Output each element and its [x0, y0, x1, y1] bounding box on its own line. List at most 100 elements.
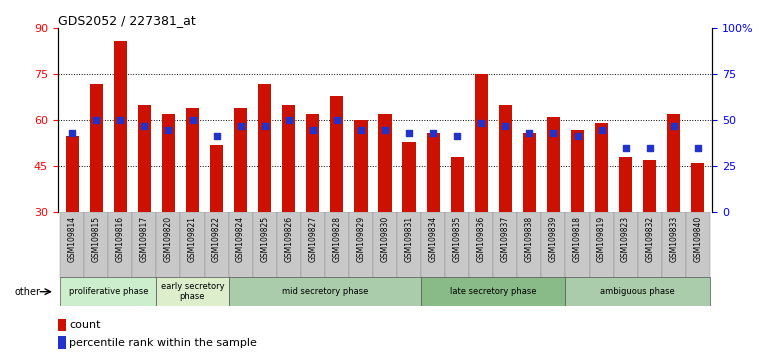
Point [379, 127, 391, 132]
Bar [325, 212, 349, 278]
Point [595, 127, 608, 132]
Bar [156, 212, 180, 278]
Text: GSM109820: GSM109820 [164, 216, 173, 262]
Bar [614, 212, 638, 278]
Bar [565, 212, 590, 278]
Bar [445, 212, 469, 278]
Bar [234, 108, 247, 304]
Bar [450, 157, 464, 304]
Bar [138, 105, 151, 304]
Text: GSM109821: GSM109821 [188, 216, 197, 262]
Bar [494, 212, 517, 278]
Point [475, 121, 487, 126]
Text: mid secretory phase: mid secretory phase [282, 287, 368, 296]
Point [162, 127, 175, 132]
Text: GSM109826: GSM109826 [284, 216, 293, 262]
Text: GSM109837: GSM109837 [500, 216, 510, 262]
Bar [469, 212, 494, 278]
Text: GSM109822: GSM109822 [212, 216, 221, 262]
Point [524, 130, 536, 136]
Bar [180, 212, 205, 278]
Bar [186, 108, 199, 304]
Text: proliferative phase: proliferative phase [69, 287, 148, 296]
Point [186, 118, 199, 123]
Bar [205, 212, 229, 278]
Bar [643, 160, 656, 304]
Text: other: other [15, 287, 41, 297]
Bar [638, 212, 661, 278]
Text: GSM109815: GSM109815 [92, 216, 101, 262]
Bar [378, 114, 392, 304]
Text: GSM109840: GSM109840 [693, 216, 702, 262]
Bar [84, 212, 109, 278]
Bar [114, 41, 127, 304]
Point [139, 124, 151, 129]
Text: GSM109836: GSM109836 [477, 216, 486, 262]
Point [114, 118, 126, 123]
Bar [397, 212, 421, 278]
Bar [229, 277, 421, 306]
Bar [210, 145, 223, 304]
Bar [373, 212, 397, 278]
Text: GSM109830: GSM109830 [380, 216, 390, 262]
Bar [571, 130, 584, 304]
Text: GSM109831: GSM109831 [404, 216, 413, 262]
Bar [691, 163, 705, 304]
Point [571, 133, 584, 138]
Point [644, 145, 656, 151]
Text: GSM109827: GSM109827 [308, 216, 317, 262]
Text: count: count [69, 320, 101, 330]
Bar [276, 212, 301, 278]
Bar [229, 212, 253, 278]
Text: early secretory
phase: early secretory phase [161, 282, 224, 301]
Bar [661, 212, 686, 278]
Bar [306, 114, 320, 304]
Bar [354, 120, 367, 304]
Text: GSM109816: GSM109816 [116, 216, 125, 262]
Text: GSM109835: GSM109835 [453, 216, 462, 262]
Bar [258, 84, 271, 304]
Bar [595, 124, 608, 304]
Point [259, 124, 271, 129]
Bar [421, 277, 565, 306]
Text: GSM109819: GSM109819 [597, 216, 606, 262]
Text: GSM109825: GSM109825 [260, 216, 269, 262]
Bar [282, 105, 296, 304]
Text: GDS2052 / 227381_at: GDS2052 / 227381_at [58, 14, 196, 27]
Bar [590, 212, 614, 278]
Bar [109, 212, 132, 278]
Point [547, 130, 560, 136]
Bar [89, 84, 103, 304]
Bar [60, 212, 84, 278]
Text: GSM109838: GSM109838 [525, 216, 534, 262]
Bar [253, 212, 276, 278]
Bar [421, 212, 445, 278]
Text: GSM109817: GSM109817 [140, 216, 149, 262]
Bar [565, 277, 710, 306]
Point [355, 127, 367, 132]
Text: GSM109833: GSM109833 [669, 216, 678, 262]
Point [66, 130, 79, 136]
Point [668, 124, 680, 129]
Point [691, 145, 704, 151]
Bar [517, 212, 541, 278]
Bar [499, 105, 512, 304]
Text: late secretory phase: late secretory phase [450, 287, 537, 296]
Point [210, 133, 223, 138]
Text: GSM109839: GSM109839 [549, 216, 558, 262]
Bar [58, 319, 66, 331]
Point [330, 118, 343, 123]
Text: GSM109818: GSM109818 [573, 216, 582, 262]
Bar [162, 114, 175, 304]
Text: GSM109828: GSM109828 [333, 216, 341, 262]
Bar [60, 277, 156, 306]
Point [619, 145, 631, 151]
Point [403, 130, 415, 136]
Point [234, 124, 246, 129]
Text: GSM109824: GSM109824 [236, 216, 245, 262]
Bar [547, 117, 560, 304]
Bar [349, 212, 373, 278]
Bar [301, 212, 325, 278]
Bar [686, 212, 710, 278]
Text: ambiguous phase: ambiguous phase [601, 287, 675, 296]
